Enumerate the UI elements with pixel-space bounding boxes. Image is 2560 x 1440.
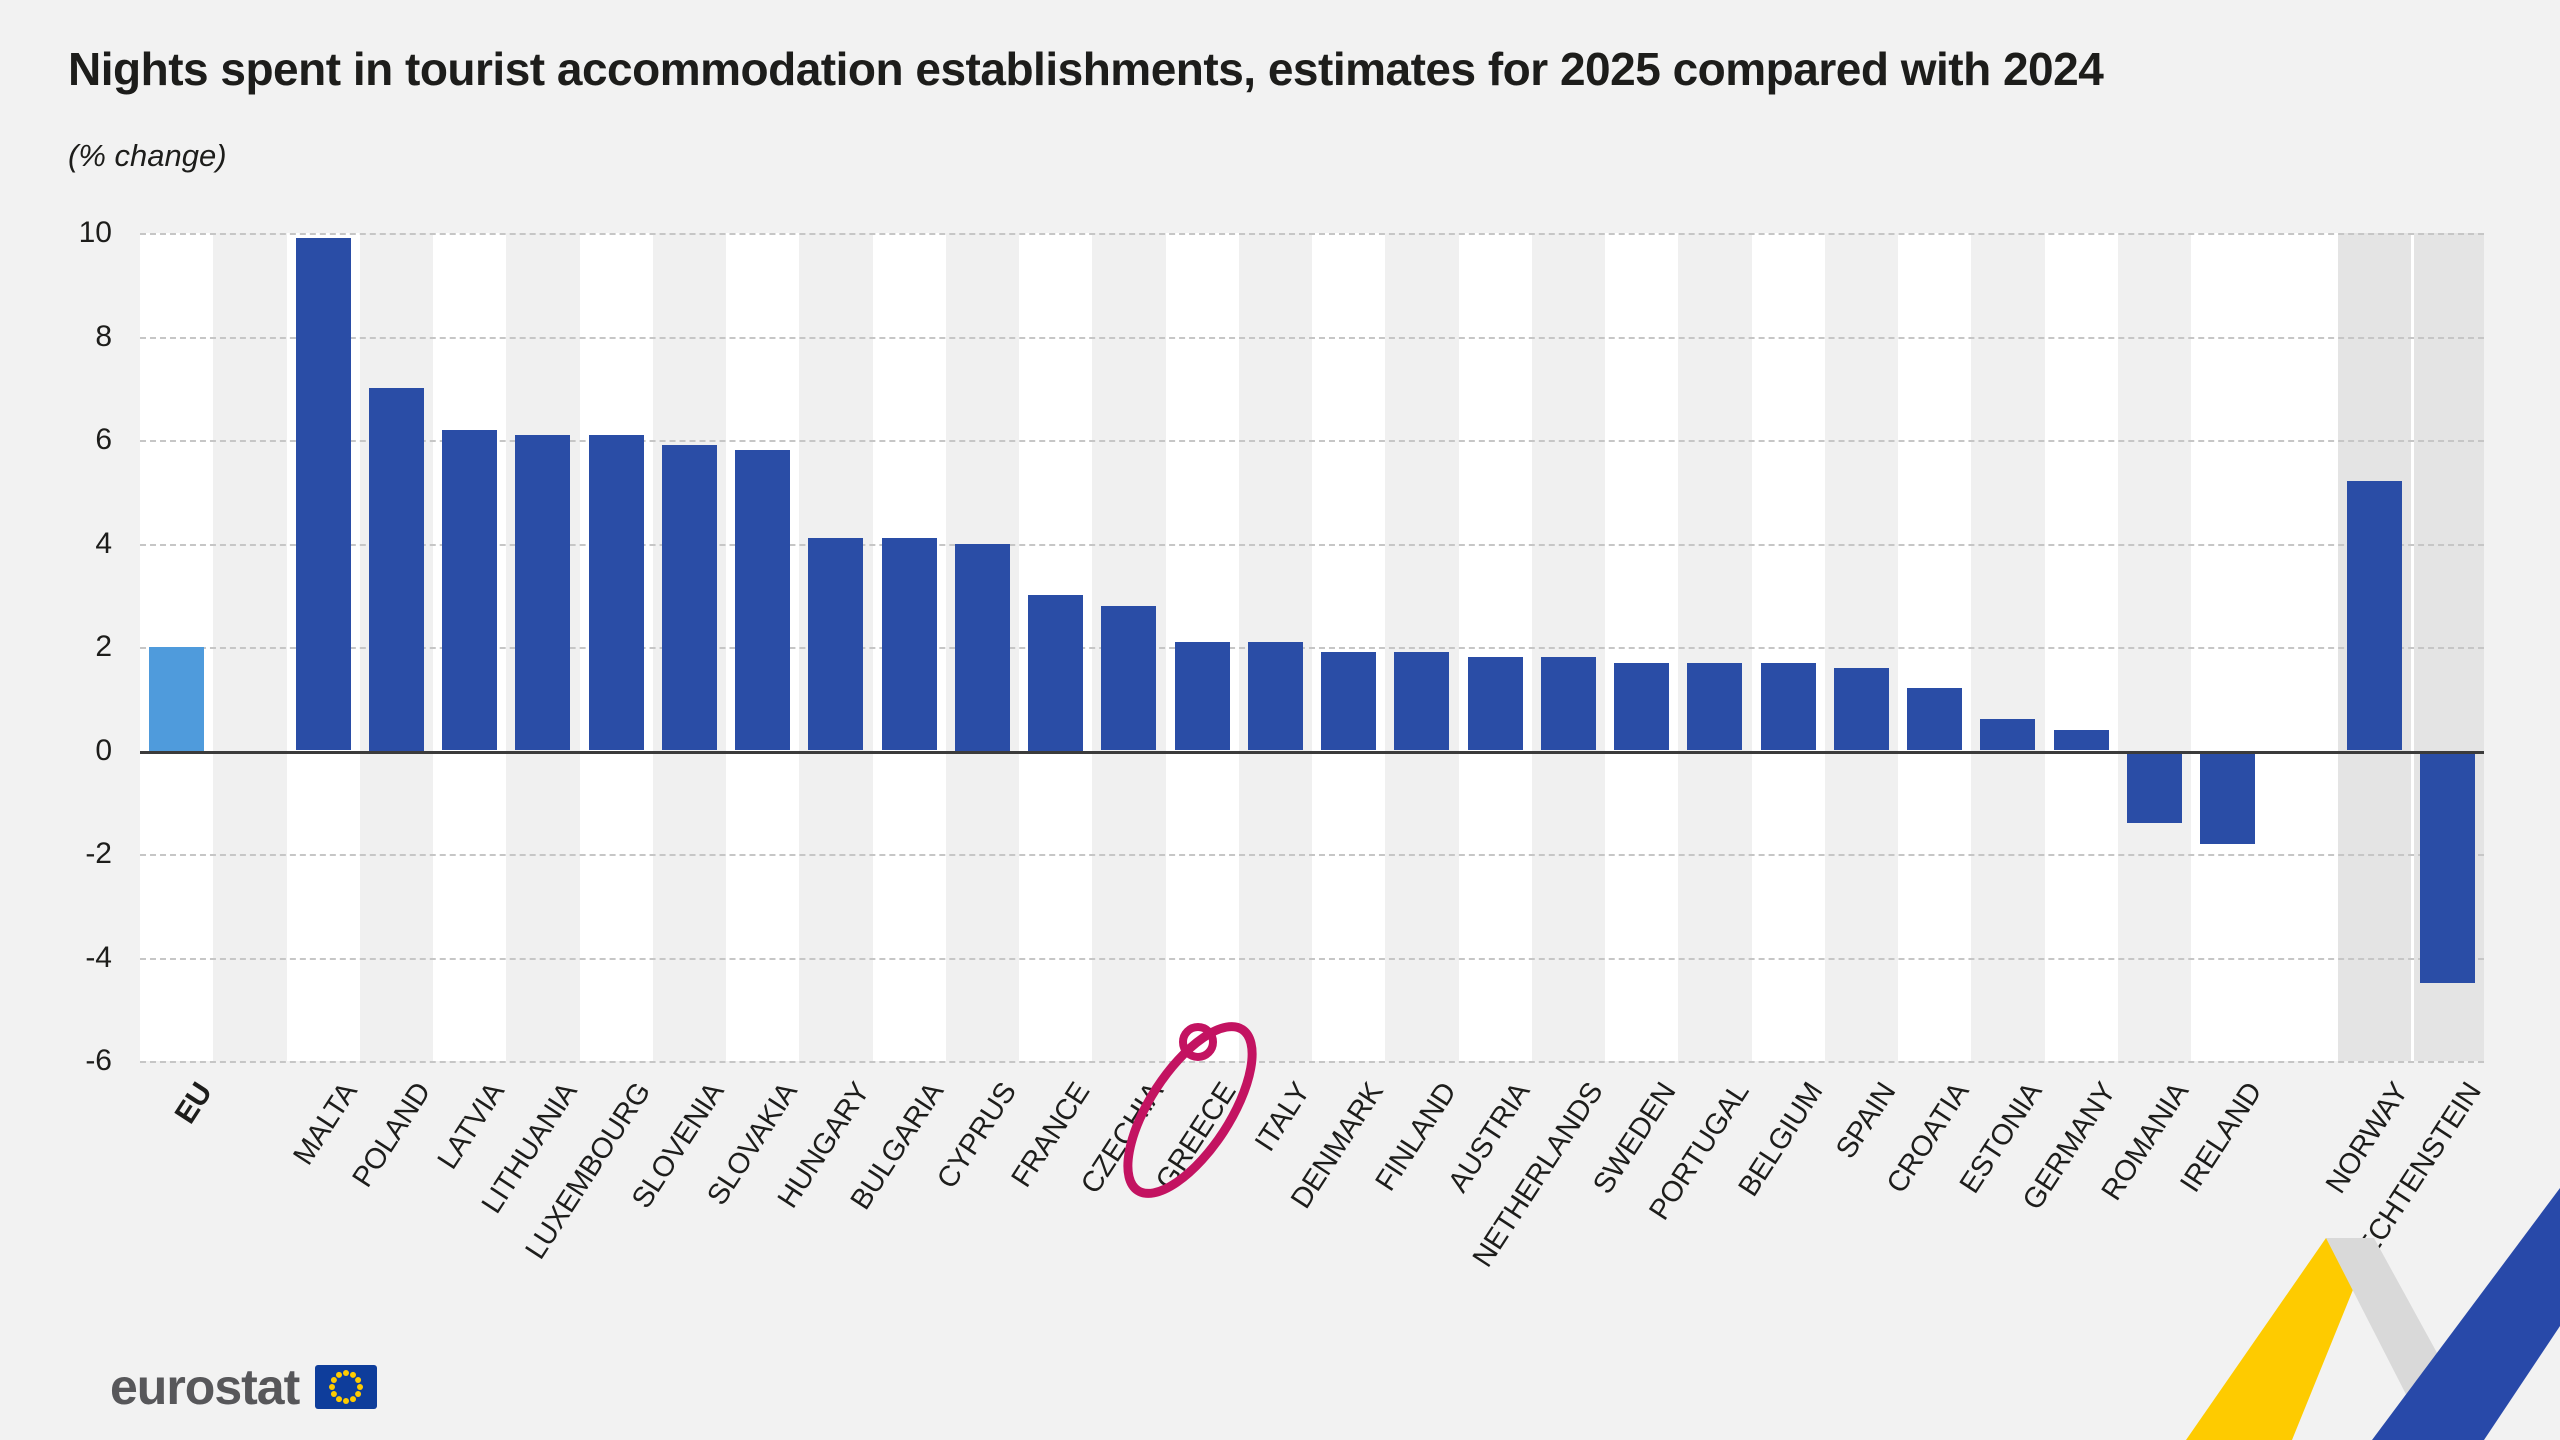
x-label-malta: MALTA <box>287 1077 364 1171</box>
bar-slovenia[interactable] <box>661 445 717 751</box>
gridline-8 <box>140 336 2484 339</box>
bar-italy[interactable] <box>1247 641 1303 751</box>
plot-area <box>140 233 2484 1063</box>
y-tick--2: -2 <box>85 837 112 870</box>
eu-flag-star <box>329 1384 336 1390</box>
eu-flag-star <box>350 1371 357 1378</box>
x-label-netherlands: NETHERLANDS <box>1466 1077 1610 1273</box>
bar-eu[interactable] <box>149 647 205 751</box>
bar-slovakia[interactable] <box>735 450 791 751</box>
gridline-4 <box>140 543 2484 546</box>
bar-hungary[interactable] <box>808 538 864 751</box>
bar-france[interactable] <box>1028 595 1084 751</box>
bar-bulgaria[interactable] <box>881 538 937 751</box>
bar-germany[interactable] <box>2053 729 2109 751</box>
gridline-6 <box>140 440 2484 442</box>
bar-latvia[interactable] <box>442 429 498 751</box>
x-label-spain: SPAIN <box>1829 1077 1903 1165</box>
gridline--4 <box>140 957 2484 960</box>
eu-flag-star <box>343 1398 350 1404</box>
eu-flag-icon <box>315 1365 378 1409</box>
chart-title: Nights spent in tourist accommodation es… <box>68 43 2104 95</box>
bar-belgium[interactable] <box>1760 662 1816 751</box>
x-label-eu: EU <box>168 1077 219 1130</box>
x-label-latvia: LATVIA <box>431 1077 511 1175</box>
bar-poland[interactable] <box>368 388 424 751</box>
bar-portugal[interactable] <box>1687 662 1743 751</box>
eurostat-logo-text: eurostat <box>110 1359 300 1415</box>
bar-luxembourg[interactable] <box>588 434 644 751</box>
eu-flag-background <box>315 1365 378 1409</box>
eu-flag-star <box>336 1371 343 1378</box>
bar-netherlands[interactable] <box>1540 657 1596 751</box>
gridline--2 <box>140 854 2484 856</box>
eu-flag-stars <box>329 1370 364 1404</box>
y-tick--6: -6 <box>85 1044 112 1077</box>
y-tick--4: -4 <box>85 940 112 974</box>
bar-croatia[interactable] <box>1907 688 1963 751</box>
bar-czechia[interactable] <box>1101 605 1157 751</box>
bar-sweden[interactable] <box>1614 662 1670 751</box>
bar-malta[interactable] <box>295 238 351 751</box>
eu-flag-star <box>355 1377 362 1383</box>
y-tick-0: 0 <box>95 733 112 767</box>
gridline-2 <box>140 647 2484 649</box>
bar-cyprus[interactable] <box>954 543 1010 751</box>
x-axis-labels: EU MALTA POLAND LATVIA LITHUANIA LUXEMBOURG SL… <box>140 1061 2488 1361</box>
x-label-liechtenstein: LIECHTENSTEIN <box>2338 1077 2489 1284</box>
eu-flag-star <box>343 1370 350 1376</box>
y-tick-8: 8 <box>95 319 112 353</box>
eu-flag-star <box>350 1396 357 1403</box>
bar-ireland[interactable] <box>2200 750 2256 844</box>
y-tick-2: 2 <box>95 630 112 663</box>
eurostat-logo: eurostat <box>110 1358 378 1416</box>
eu-flag-star <box>357 1384 364 1390</box>
gridline-10 <box>140 233 2484 235</box>
zero-line <box>140 750 2484 754</box>
bar-spain[interactable] <box>1833 667 1889 751</box>
chart-subtitle: (% change) <box>68 138 227 173</box>
gridline--6 <box>140 1061 2484 1063</box>
y-tick-4: 4 <box>95 526 112 560</box>
y-tick-6: 6 <box>95 423 112 456</box>
y-axis: 10 8 6 4 2 0 -2 -4 -6 <box>0 218 112 1076</box>
bar-norway[interactable] <box>2346 481 2402 751</box>
eu-flag-star <box>336 1396 343 1403</box>
bar-estonia[interactable] <box>1980 719 2036 751</box>
eu-flag-star <box>355 1391 362 1397</box>
bar-liechtenstein[interactable] <box>2419 750 2475 984</box>
eu-flag-star <box>331 1377 338 1383</box>
bar-lithuania[interactable] <box>515 434 571 751</box>
y-tick-10: 10 <box>78 216 112 249</box>
bar-greece[interactable] <box>1174 641 1230 751</box>
bar-denmark[interactable] <box>1321 652 1377 751</box>
bar-austria[interactable] <box>1467 657 1523 751</box>
bar-romania[interactable] <box>2126 750 2182 823</box>
eu-flag-star <box>331 1391 338 1397</box>
bar-finland[interactable] <box>1394 652 1450 751</box>
x-label-italy: ITALY <box>1248 1077 1317 1158</box>
